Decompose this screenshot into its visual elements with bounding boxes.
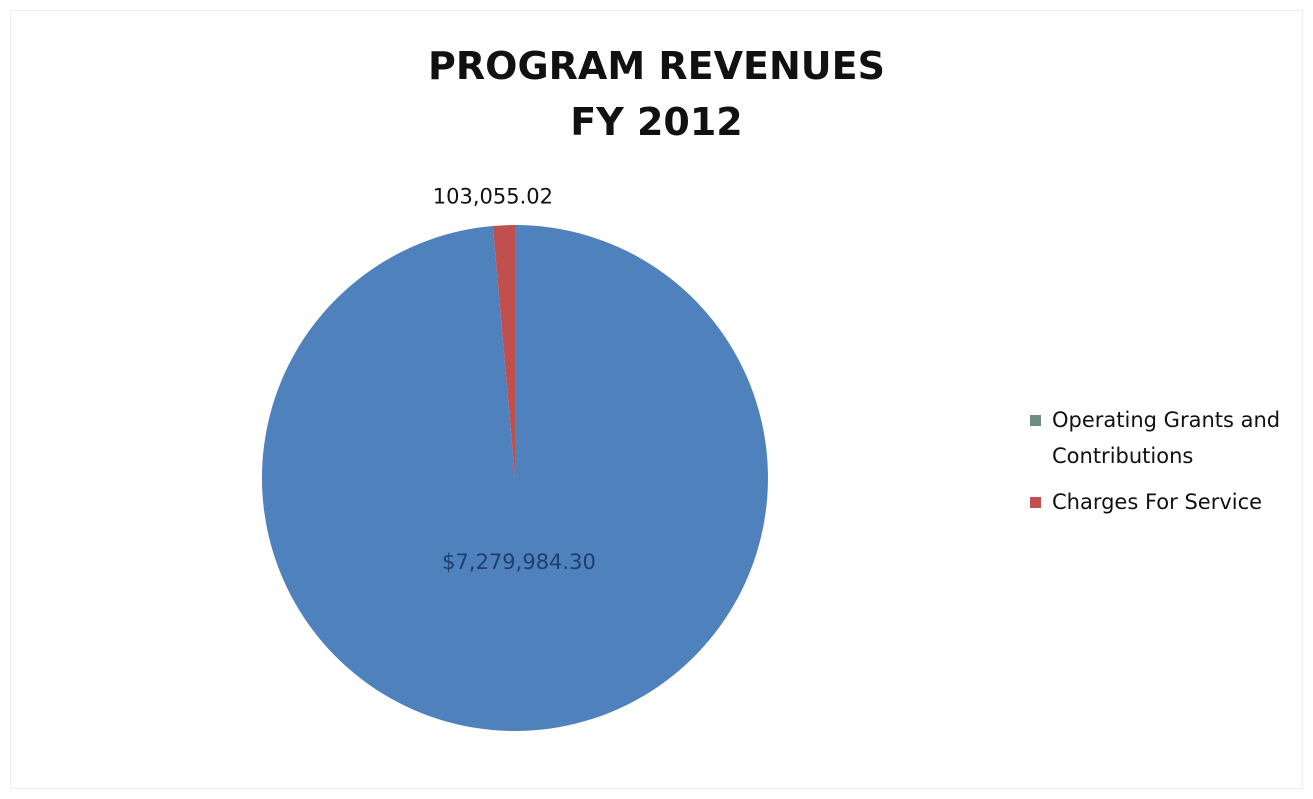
legend-item-operating-grants: Operating Grants and Contributions [1030, 402, 1300, 474]
chart-frame [10, 10, 1303, 789]
legend-swatch-charges-for-service [1030, 497, 1041, 508]
legend-item-charges-for-service: Charges For Service [1030, 484, 1300, 520]
chart-title-line-2: FY 2012 [570, 100, 743, 144]
legend: Operating Grants and Contributions Charg… [1030, 402, 1300, 530]
chart-title-line-1: PROGRAM REVENUES [428, 44, 885, 88]
data-label-charges-for-service: 103,055.02 [433, 184, 553, 208]
data-label-operating-grants: $7,279,984.30 [442, 550, 596, 574]
pie-slice-charges-for-service [492, 224, 515, 478]
legend-label-charges-for-service: Charges For Service [1052, 490, 1263, 514]
legend-label-operating-grants: Operating Grants and Contributions [1052, 408, 1281, 468]
pie-slice-operating-grants [261, 225, 768, 732]
chart-title: PROGRAM REVENUES FY 2012 [0, 38, 1313, 150]
legend-swatch-operating-grants [1030, 415, 1041, 426]
